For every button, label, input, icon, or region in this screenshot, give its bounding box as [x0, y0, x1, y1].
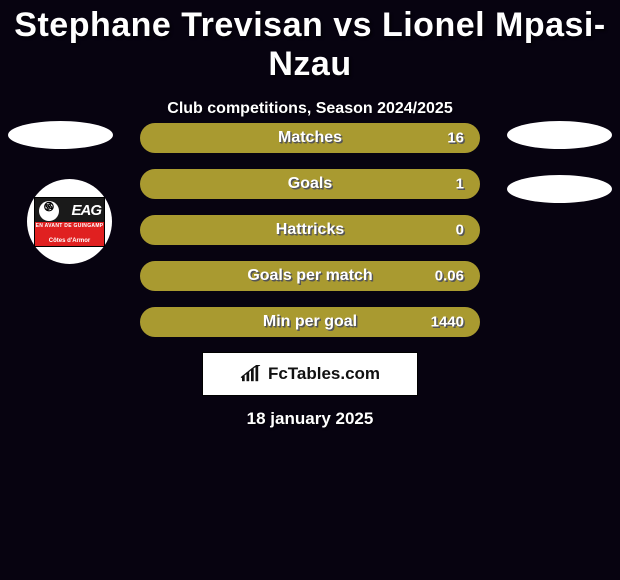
stat-row: Matches 16	[140, 123, 480, 153]
club-region: Côtes d'Armor	[35, 238, 104, 244]
date-label: 18 january 2025	[0, 409, 620, 429]
stat-value: 0	[456, 222, 464, 239]
stat-value: 1440	[431, 314, 464, 331]
club-badge-inner: ࿌ EAG EN AVANT DE GUINGAMP Côtes d'Armor	[34, 197, 105, 247]
stats-bars: Matches 16 Goals 1 Hattricks 0 Goals per…	[140, 123, 480, 353]
subtitle: Club competitions, Season 2024/2025	[0, 100, 620, 118]
stat-row: Min per goal 1440	[140, 307, 480, 337]
club-fullname: EN AVANT DE GUINGAMP	[35, 223, 104, 229]
page-title: Stephane Trevisan vs Lionel Mpasi-Nzau	[0, 0, 620, 84]
stat-label: Min per goal	[263, 313, 357, 331]
stat-value: 0.06	[435, 268, 464, 285]
triskelion-icon: ࿌	[39, 201, 59, 221]
player-oval-right-2	[507, 175, 612, 203]
club-badge: ࿌ EAG EN AVANT DE GUINGAMP Côtes d'Armor	[27, 179, 112, 264]
stat-label: Hattricks	[276, 221, 344, 239]
stat-label: Goals per match	[247, 267, 372, 285]
stat-value: 1	[456, 176, 464, 193]
stat-label: Goals	[288, 175, 332, 193]
player-oval-right-1	[507, 121, 612, 149]
club-abbr: EAG	[71, 202, 101, 219]
stat-value: 16	[447, 130, 464, 147]
stat-label: Matches	[278, 129, 342, 147]
brand-label: FcTables.com	[268, 364, 380, 384]
stat-row: Goals 1	[140, 169, 480, 199]
bar-chart-icon	[240, 365, 262, 383]
player-oval-left	[8, 121, 113, 149]
comparison-card: Stephane Trevisan vs Lionel Mpasi-Nzau C…	[0, 0, 620, 580]
brand-box[interactable]: FcTables.com	[202, 352, 418, 396]
stat-row: Hattricks 0	[140, 215, 480, 245]
stat-row: Goals per match 0.06	[140, 261, 480, 291]
